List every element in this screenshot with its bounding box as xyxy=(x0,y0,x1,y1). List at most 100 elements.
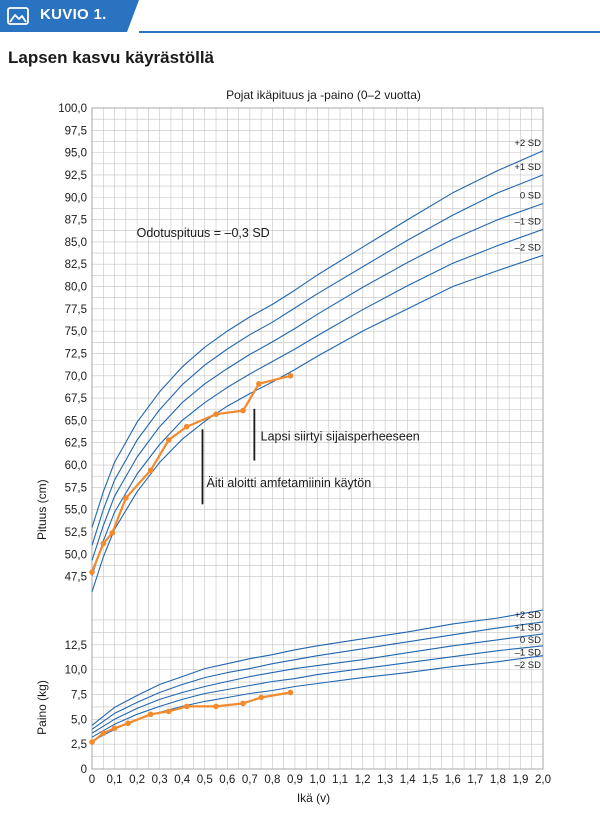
child-length-point xyxy=(183,423,190,430)
y-tick-label-length: 72,5 xyxy=(65,348,87,360)
x-tick-label: 1,2 xyxy=(355,774,371,786)
x-tick-label: 1,3 xyxy=(377,774,393,786)
child-length-point xyxy=(89,569,95,575)
x-tick-label: 1,1 xyxy=(332,774,348,786)
x-tick-label: 1,7 xyxy=(467,774,483,786)
y-tick-label-length: 65,0 xyxy=(65,415,87,427)
x-axis-label: Ikä (v) xyxy=(297,791,330,805)
y-tick-label-length: 60,0 xyxy=(65,460,87,472)
y-tick-label-length: 100,0 xyxy=(58,103,87,115)
x-tick-label: 0,2 xyxy=(129,774,145,786)
annotation-2: Äiti aloitti amfetamiinin käytön xyxy=(207,476,372,490)
sd-label-2SD: –2 SD xyxy=(515,242,542,253)
child-length-point xyxy=(240,407,246,414)
reference-curve-weight xyxy=(91,621,544,730)
figure-label: KUVIO 1. xyxy=(40,6,107,23)
x-tick-label: 1,6 xyxy=(445,774,461,786)
x-tick-label: 0,7 xyxy=(242,774,258,786)
child-length-point xyxy=(100,540,107,547)
child-weight-point xyxy=(100,730,107,737)
sd-label-+1SD: +1 SD xyxy=(514,162,541,173)
child-length-point xyxy=(109,530,116,536)
reference-curve-weight xyxy=(91,609,544,726)
child-weight-point xyxy=(240,700,246,707)
x-tick-label: 0,6 xyxy=(219,774,235,786)
child-weight-point xyxy=(125,720,131,727)
y-tick-label-length: 67,5 xyxy=(65,393,87,405)
x-tick-label: 0,1 xyxy=(107,774,123,786)
y-tick-label-length: 77,5 xyxy=(65,304,87,316)
y-tick-label-length: 87,5 xyxy=(65,215,87,227)
x-tick-label: 0 xyxy=(89,774,95,786)
y-axis-label-length: Pituus (cm) xyxy=(35,479,49,540)
x-tick-label: 0,9 xyxy=(287,774,303,786)
y-tick-label-length: 70,0 xyxy=(65,371,87,383)
page-title: Lapsen kasvu käyrästöllä xyxy=(8,48,215,67)
reference-curve-length xyxy=(91,202,544,561)
y-tick-label-weight: 5,0 xyxy=(71,714,87,726)
y-tick-label-length: 80,0 xyxy=(65,282,87,294)
sd-label-weight-2: 0 SD xyxy=(520,635,541,646)
sd-label-weight-4: –2 SD xyxy=(515,660,542,671)
y-tick-label-weight: 0 xyxy=(81,764,87,776)
x-tick-label: 2,0 xyxy=(535,774,551,786)
y-tick-label-length: 90,0 xyxy=(65,192,87,204)
x-tick-label: 1,8 xyxy=(490,774,506,786)
sd-label-+2SD: +2 SD xyxy=(514,138,541,149)
annotation-1: Lapsi siirtyi sijaisperheeseen xyxy=(261,429,420,443)
child-length-point xyxy=(256,381,262,387)
banner-rule xyxy=(139,31,600,33)
sd-label-weight-0: +2 SD xyxy=(514,610,541,621)
child-length-point xyxy=(147,467,154,474)
child-length-point xyxy=(213,411,219,417)
x-tick-label: 0,4 xyxy=(174,774,191,786)
child-weight-point xyxy=(147,711,154,718)
reference-curve-length xyxy=(91,150,544,528)
y-tick-label-length: 85,0 xyxy=(65,237,87,249)
sd-label-1SD: –1 SD xyxy=(515,216,542,227)
child-weight-point xyxy=(213,703,219,710)
image-icon xyxy=(7,7,29,25)
sd-label-weight-1: +1 SD xyxy=(514,623,541,634)
x-tick-label: 1,4 xyxy=(400,774,417,786)
y-tick-label-weight: 12,5 xyxy=(65,640,87,652)
annotation-0: Odotuspituus = –0,3 SD xyxy=(137,226,270,240)
child-weight-point xyxy=(287,689,294,696)
x-tick-label: 0,3 xyxy=(152,774,168,786)
banner-notch xyxy=(127,0,139,32)
y-tick-label-length: 75,0 xyxy=(65,326,87,338)
child-weight-point xyxy=(183,703,190,710)
y-tick-label-weight: 7,5 xyxy=(71,689,87,701)
child-length-line xyxy=(90,374,291,573)
y-tick-label-length: 95,0 xyxy=(65,148,87,160)
y-tick-label-length: 82,5 xyxy=(65,259,87,271)
x-tick-label: 0,5 xyxy=(197,774,213,786)
y-tick-label-length: 97,5 xyxy=(65,125,87,137)
y-tick-label-weight: 2,5 xyxy=(71,739,87,751)
reference-curve-weight xyxy=(91,633,544,734)
child-weight-point xyxy=(258,694,264,701)
child-weight-point xyxy=(111,725,118,732)
child-length-point xyxy=(123,495,129,501)
reference-curve-weight xyxy=(91,645,544,738)
y-axis-label-weight: Paino (kg) xyxy=(35,680,49,735)
child-length-point xyxy=(287,372,294,379)
x-tick-label: 0,8 xyxy=(264,774,280,786)
reference-curve-length xyxy=(91,254,544,592)
y-tick-label-weight: 10,0 xyxy=(65,665,87,677)
sd-label-0SD: 0 SD xyxy=(520,191,541,202)
y-tick-label-length: 50,0 xyxy=(65,549,87,561)
child-length-point xyxy=(165,437,172,443)
y-tick-label-length: 62,5 xyxy=(65,438,87,450)
child-weight-point xyxy=(165,708,172,715)
chart-title: Pojat ikäpituus ja -paino (0–2 vuotta) xyxy=(226,88,421,102)
y-tick-label-length: 92,5 xyxy=(65,170,87,182)
y-tick-label-length: 52,5 xyxy=(65,527,87,539)
x-tick-label: 1,0 xyxy=(310,774,326,786)
x-tick-label: 1,9 xyxy=(512,774,528,786)
reference-curve-length xyxy=(91,174,544,546)
x-tick-label: 1,5 xyxy=(422,774,438,786)
sd-label-weight-3: –1 SD xyxy=(515,648,542,659)
y-tick-label-length: 47,5 xyxy=(65,572,87,584)
